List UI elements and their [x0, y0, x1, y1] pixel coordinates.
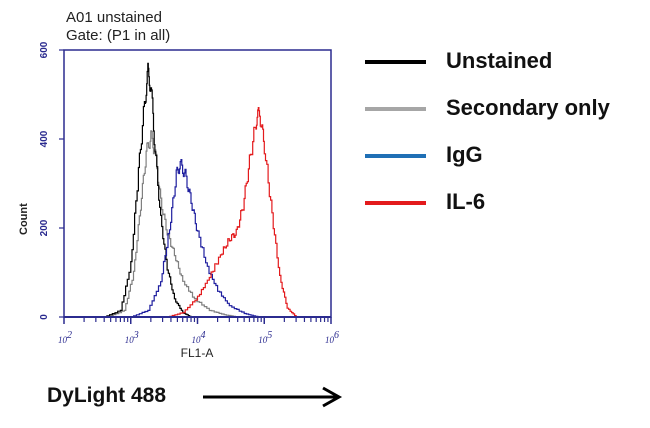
svg-text:2: 2 [67, 330, 72, 341]
svg-text:400: 400 [39, 130, 50, 147]
svg-text:600: 600 [39, 41, 50, 58]
series-secondary-only [64, 130, 331, 318]
svg-text:4: 4 [201, 330, 206, 341]
legend-swatch-il6 [365, 201, 426, 205]
channel-label: DyLight 488 [47, 384, 167, 407]
svg-text:10: 10 [125, 335, 135, 345]
svg-text:3: 3 [133, 330, 139, 341]
right-arrow-icon [203, 386, 343, 408]
svg-text:10: 10 [58, 335, 68, 345]
y-axis-label: Count [18, 203, 30, 235]
legend-swatch-secondary-only [365, 107, 426, 111]
plot-frame [63, 49, 332, 318]
svg-text:10: 10 [325, 335, 335, 345]
x-axis: 10 2 10 3 10 4 10 5 10 6 [58, 317, 339, 345]
legend-swatch-igg [365, 154, 426, 158]
svg-text:10: 10 [192, 335, 202, 345]
histogram-series [64, 62, 331, 318]
series-igg [64, 159, 331, 318]
series-il-6 [64, 107, 331, 318]
svg-text:200: 200 [39, 219, 50, 236]
x-axis-label: FL1-A [181, 346, 214, 360]
legend-label: IgG [446, 142, 483, 167]
y-axis: 0 200 400 600 [39, 41, 64, 320]
svg-text:6: 6 [334, 330, 339, 341]
legend-label: Secondary only [446, 95, 610, 120]
svg-text:0: 0 [39, 314, 50, 320]
legend-label: Unstained [446, 48, 553, 73]
series-unstained [64, 62, 331, 318]
svg-text:5: 5 [267, 330, 272, 341]
chart-title-sample: A01 unstained [66, 9, 162, 26]
legend-swatch-unstained [365, 60, 426, 64]
legend-label: IL-6 [446, 189, 486, 214]
chart-title-gate: Gate: (P1 in all) [66, 27, 171, 44]
svg-text:10: 10 [258, 335, 268, 345]
